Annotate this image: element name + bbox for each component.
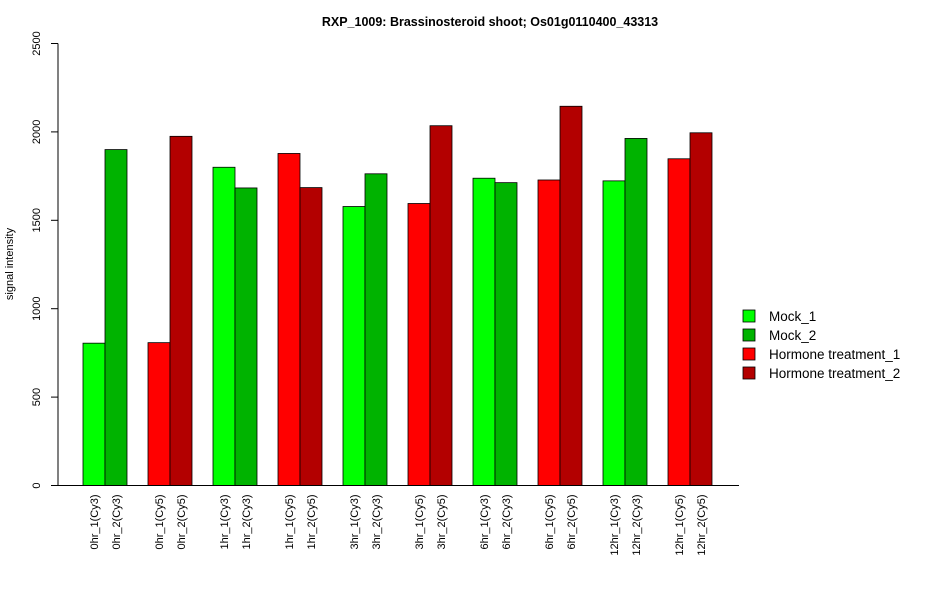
bar-1hr_2(Cy5) [299, 187, 323, 486]
legend-swatch [742, 366, 756, 380]
legend-label: Hormone treatment_2 [769, 366, 900, 381]
x-tick-label: 1hr_1(Cy5) [284, 495, 296, 550]
bar-0hr_2(Cy3) [104, 149, 128, 486]
bar-12hr_2(Cy3) [624, 138, 648, 486]
bars [82, 105, 713, 486]
bar-12hr_1(Cy5) [667, 158, 691, 486]
x-tick-label: 1hr_2(Cy5) [306, 495, 318, 550]
y-tick-label: 2000 [31, 120, 43, 144]
bar-3hr_1(Cy3) [342, 206, 366, 486]
x-tick-label: 12hr_2(Cy5) [696, 495, 708, 556]
bar-1hr_2(Cy3) [234, 187, 258, 486]
legend-label: Mock_2 [769, 328, 816, 343]
x-tick-label: 0hr_1(Cy3) [89, 495, 101, 550]
bar-3hr_2(Cy3) [364, 173, 388, 486]
bar-12hr_2(Cy5) [689, 132, 713, 486]
bar-0hr_2(Cy5) [169, 135, 193, 486]
legend-label: Hormone treatment_1 [769, 347, 900, 362]
x-tick-label: 0hr_1(Cy5) [154, 495, 166, 550]
bar-1hr_1(Cy5) [277, 153, 301, 486]
legend-swatch [742, 328, 756, 342]
bar-1hr_1(Cy3) [212, 166, 236, 486]
y-tick-label: 2500 [31, 31, 43, 55]
x-tick-label: 0hr_2(Cy3) [111, 495, 123, 550]
x-tick-label: 12hr_2(Cy3) [631, 495, 643, 556]
x-tick-label: 6hr_1(Cy3) [479, 495, 491, 550]
x-tick-label: 0hr_2(Cy5) [176, 495, 188, 550]
x-axis: 0hr_1(Cy3) 0hr_2(Cy3) 0hr_1(Cy5) 0hr_2(Cy5)… [56, 485, 739, 556]
chart-title: RXP_1009: Brassinosteroid shoot; Os01g01… [322, 15, 658, 29]
y-tick-label: 500 [31, 388, 43, 406]
y-tick-label: 1500 [31, 208, 43, 232]
y-axis: 0 500 1000 1500 2000 2500 [31, 31, 59, 489]
x-tick-label: 1hr_2(Cy3) [241, 495, 253, 550]
x-tick-label: 6hr_2(Cy5) [566, 495, 578, 550]
y-axis-label: signal intensity [4, 227, 16, 300]
bar-6hr_1(Cy5) [537, 179, 561, 486]
x-tick-label: 12hr_1(Cy3) [609, 495, 621, 556]
y-tick-label: 1000 [31, 296, 43, 320]
legend-swatch [742, 347, 756, 361]
bar-3hr_2(Cy5) [429, 125, 453, 486]
bar-0hr_1(Cy5) [147, 342, 171, 486]
x-tick-label: 3hr_2(Cy5) [436, 495, 448, 550]
x-tick-label: 1hr_1(Cy3) [219, 495, 231, 550]
legend: Mock_1 Mock_2 Hormone treatment_1 Hormone t… [742, 309, 900, 381]
bar-6hr_2(Cy5) [559, 105, 583, 486]
bar-6hr_1(Cy3) [472, 177, 496, 486]
bar-0hr_1(Cy3) [82, 342, 106, 486]
x-tick-label: 6hr_2(Cy3) [501, 495, 513, 550]
bar-6hr_2(Cy3) [494, 182, 518, 486]
bar-12hr_1(Cy3) [602, 180, 626, 486]
legend-swatch [742, 309, 756, 323]
x-tick-label: 12hr_1(Cy5) [674, 495, 686, 556]
x-tick-label: 3hr_2(Cy3) [371, 495, 383, 550]
bar-3hr_1(Cy5) [407, 203, 431, 486]
x-tick-label: 6hr_1(Cy5) [544, 495, 556, 550]
x-tick-label: 3hr_1(Cy3) [349, 495, 361, 550]
y-tick-label: 0 [31, 482, 43, 488]
x-tick-label: 3hr_1(Cy5) [414, 495, 426, 550]
legend-label: Mock_1 [769, 309, 816, 324]
